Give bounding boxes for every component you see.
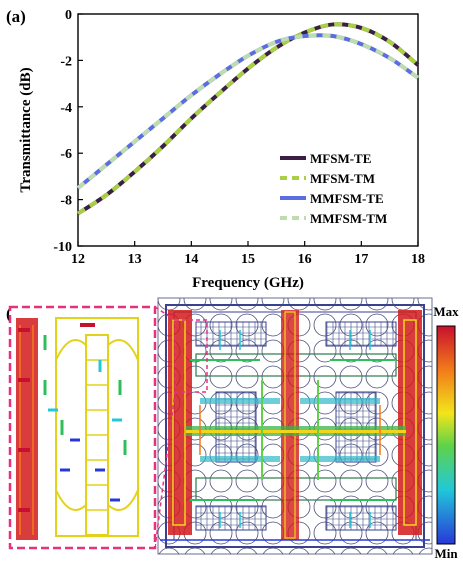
colorbar-min-label: Min [434,546,458,561]
x-tick-label: 13 [128,252,142,267]
y-tick-label: -6 [60,147,72,162]
inset-source-box [174,319,208,393]
y-tick-label: -8 [60,194,72,209]
legend-entry: MMFSM-TM [310,211,387,226]
colorbar-gradient [436,325,456,545]
y-tick-label: -2 [60,54,72,69]
colorbar: Max Min [433,304,459,561]
x-tick-label: 17 [354,252,368,267]
transmittance-chart: 12 13 14 15 16 17 18 0 -2 -4 -6 -8 -10 Frequency (G… [18,8,425,291]
y-ticks: 0 -2 -4 -6 -8 -10 [53,8,83,255]
legend-entry: MMFSM-TE [310,191,384,206]
series-line-mmfsm-tm [76,33,420,190]
zoom-inset [8,305,157,550]
legend-entry: MFSM-TE [310,151,371,166]
x-tick-label: 15 [241,252,255,267]
y-tick-label: 0 [65,8,72,23]
colorbar-max-label: Max [433,304,459,319]
series-layer [76,22,420,216]
x-tick-label: 18 [411,252,425,267]
x-tick-label: 16 [298,252,312,267]
x-axis-title: Frequency (GHz) [192,275,304,291]
panel-a-label: (a) [6,7,26,26]
legend: MFSM-TE MFSM-TM MMFSM-TE MMFSM-TM [280,151,387,226]
y-tick-label: -10 [53,240,72,255]
x-tick-label: 12 [71,252,85,267]
x-tick-label: 14 [184,252,198,267]
series-line-mfsm-tm [76,22,420,216]
x-ticks: 12 13 14 15 16 17 18 [71,241,425,267]
legend-entry: MFSM-TM [310,171,375,186]
y-axis-title: Transmittance (dB) [18,67,34,192]
y-tick-label: -4 [60,101,72,116]
current-distribution-map [157,297,433,555]
